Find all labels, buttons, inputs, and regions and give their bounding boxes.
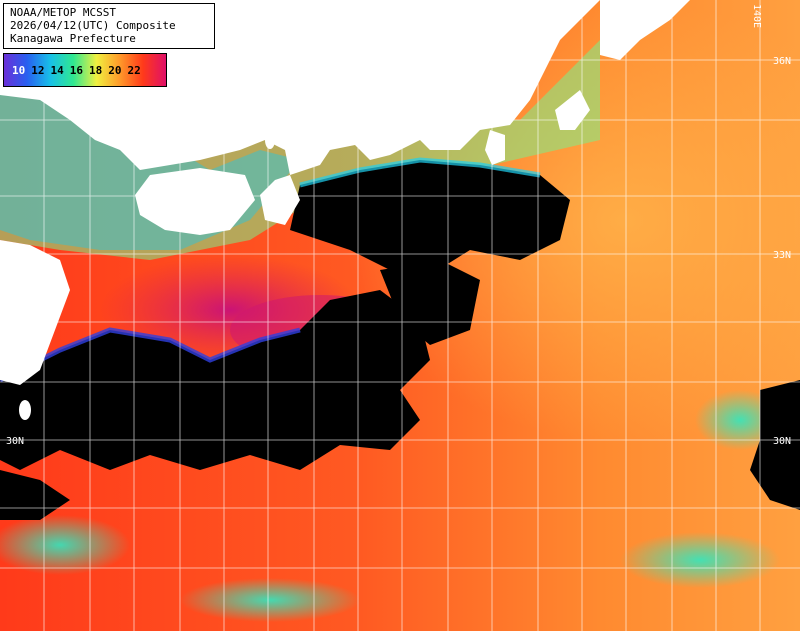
lon-label-140: 140E	[751, 4, 762, 28]
legend-value-12: 12	[31, 63, 45, 77]
cloud-mass-north	[290, 160, 570, 275]
cool-streak-s	[180, 578, 360, 622]
legend-value-22: 22	[127, 63, 141, 77]
composite-date: 2026/04/12(UTC) Composite	[10, 19, 176, 32]
shikoku-land	[135, 168, 255, 235]
kii-peninsula-land	[260, 175, 300, 225]
cloud-mass-mid	[380, 260, 480, 345]
lat-label-30-west: 30N	[6, 436, 24, 447]
prefecture-name: Kanagawa Prefecture	[10, 32, 136, 45]
legend-value-20: 20	[108, 63, 122, 77]
title-box: NOAA/METOP MCSST 2026/04/12(UTC) Composi…	[3, 3, 215, 49]
kyushu-land	[0, 240, 70, 385]
legend-value-14: 14	[50, 63, 64, 77]
cloud-mass-southwest	[0, 470, 70, 520]
lon-label-136: 136E	[325, 4, 336, 28]
cool-streak-sw	[0, 515, 130, 575]
cloud-edge-cyan	[299, 157, 541, 188]
cloud-mass-central	[0, 290, 430, 470]
lat-label-36: 36N	[773, 56, 791, 67]
legend-value-18: 18	[89, 63, 103, 77]
satellite-product-title: NOAA/METOP MCSST	[10, 6, 116, 19]
cloud-edge-blue	[0, 327, 301, 383]
island-awaji	[265, 131, 275, 149]
lat-label-30-east: 30N	[773, 436, 791, 447]
cloud-mass-east	[750, 380, 800, 510]
island-tanegashima	[19, 400, 31, 420]
izu-peninsula-land	[485, 130, 505, 165]
cool-streak-se	[620, 532, 780, 588]
temperature-legend: 10 12 14 16 18 20 22	[3, 53, 167, 87]
legend-value-10: 10	[12, 63, 26, 77]
lat-label-33: 33N	[773, 250, 791, 261]
east-kanto-land	[600, 0, 690, 60]
legend-value-16: 16	[69, 63, 83, 77]
